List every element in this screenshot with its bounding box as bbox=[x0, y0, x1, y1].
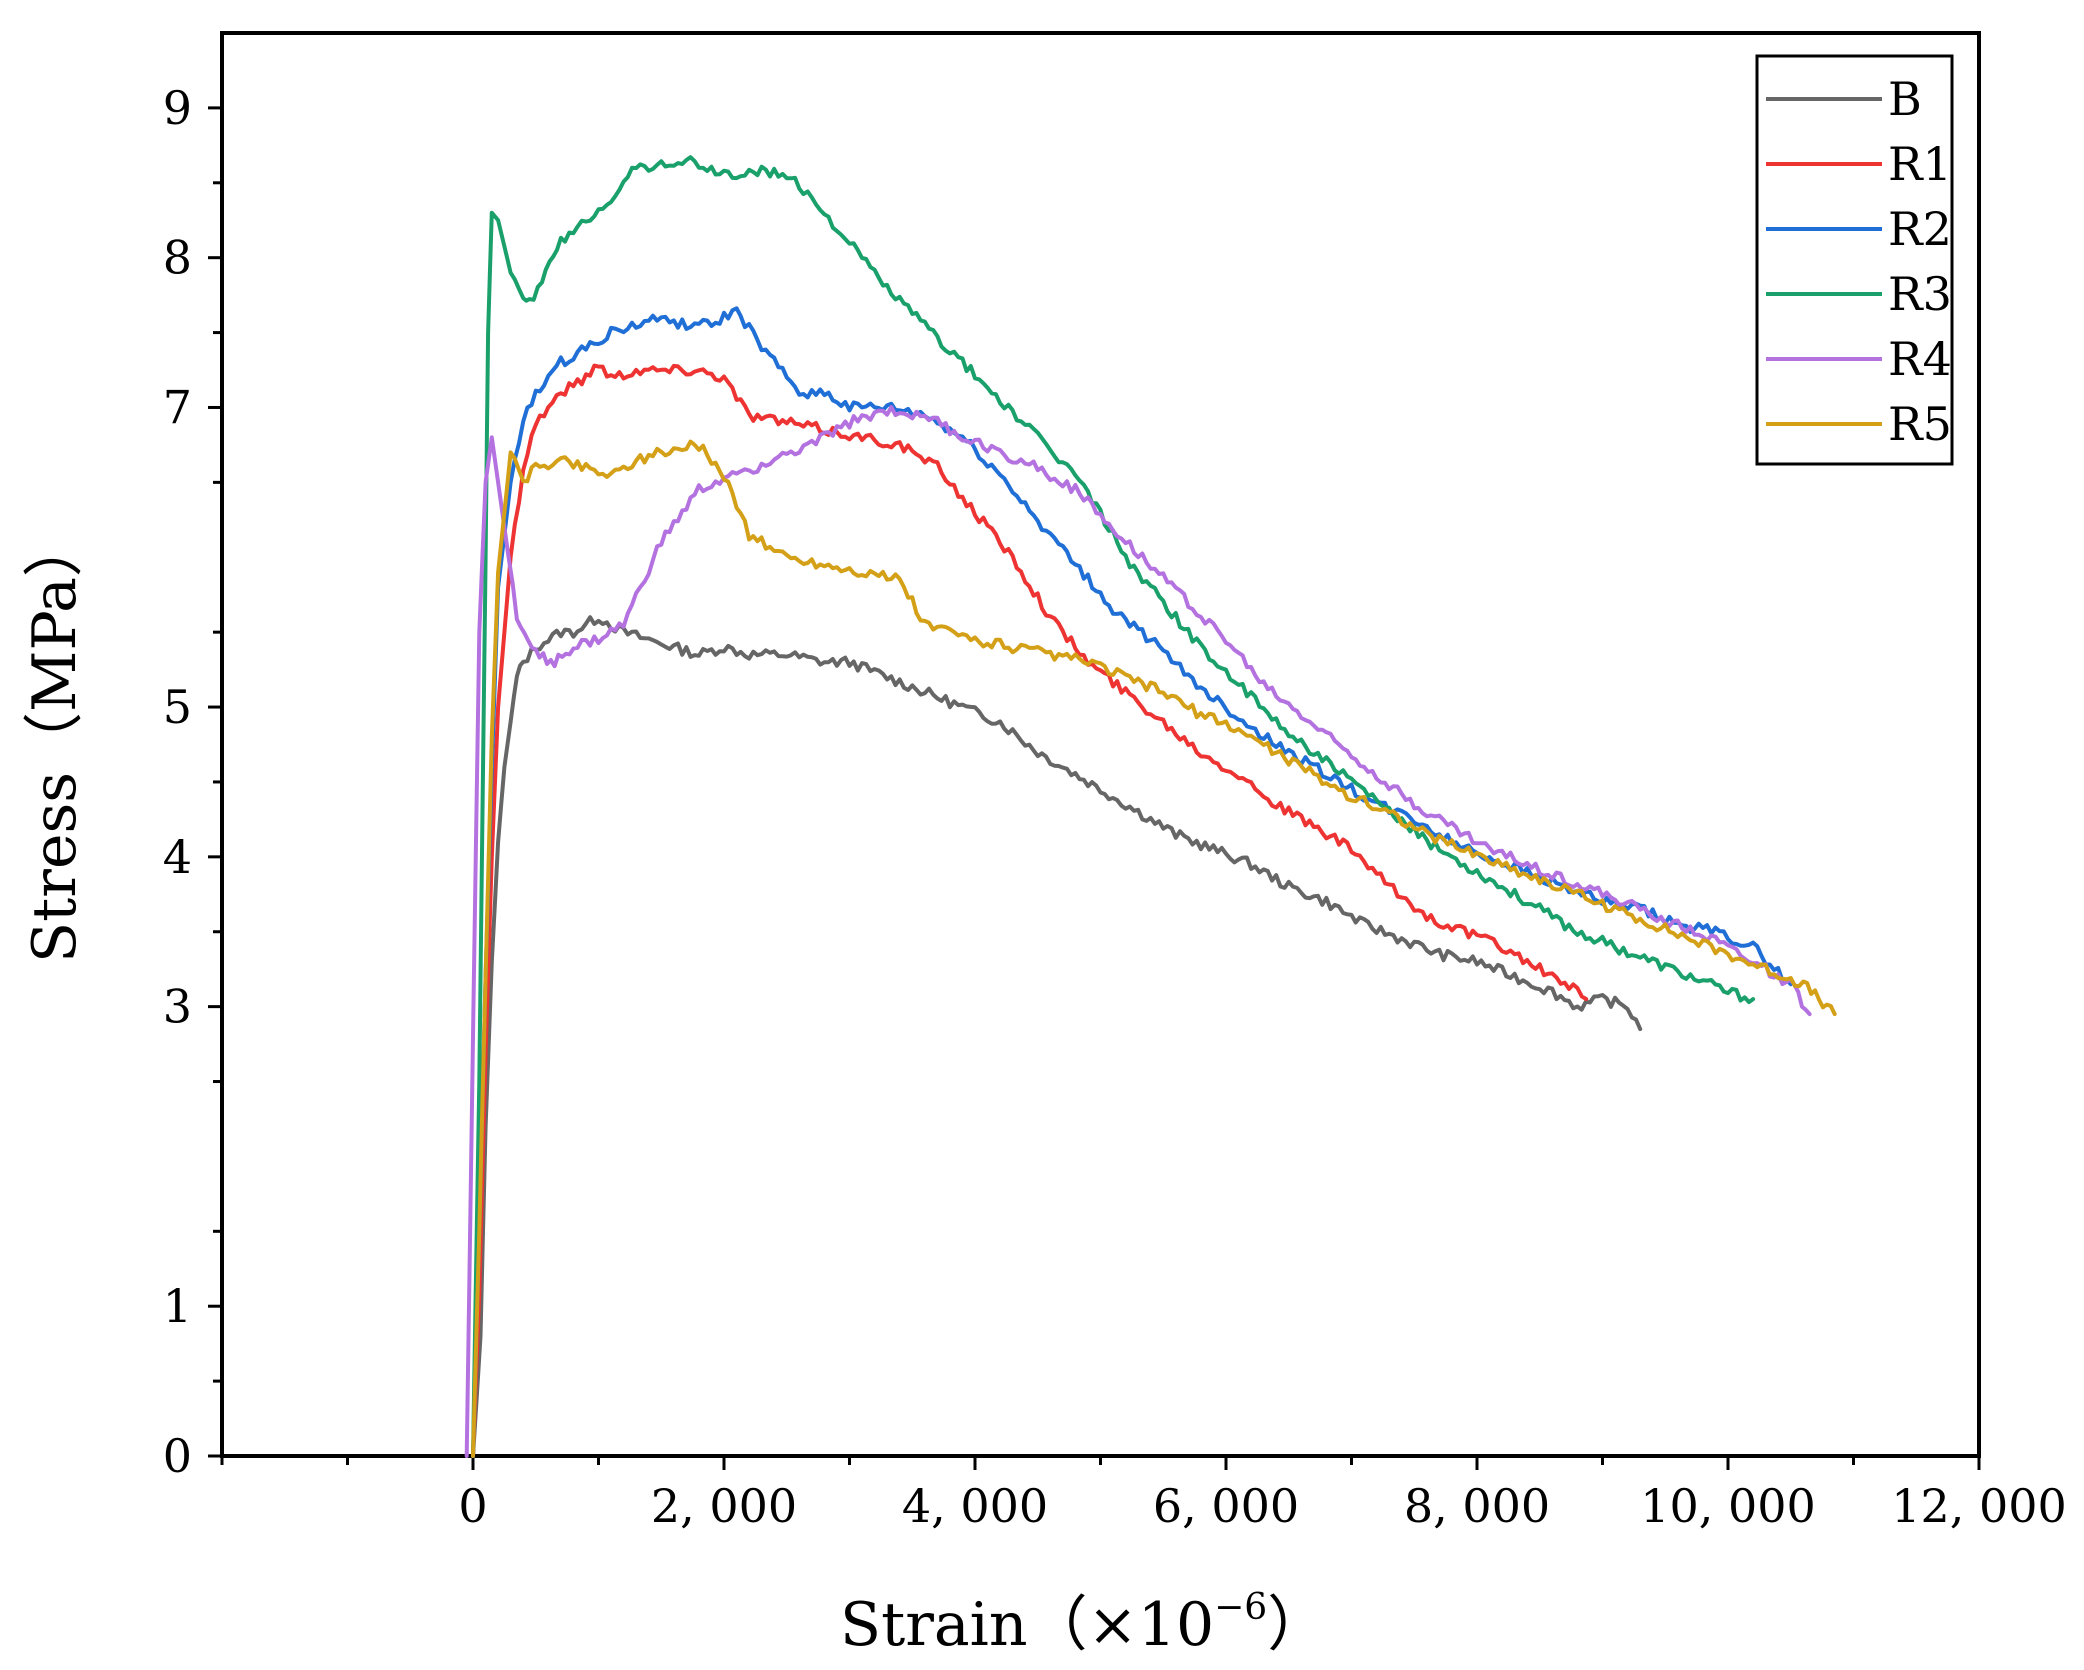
y-tick-label: 4 bbox=[163, 830, 192, 884]
x-axis-title-close: ） bbox=[1267, 1590, 1327, 1660]
legend-label-r1: R1 bbox=[1888, 137, 1952, 191]
legend-label-r3: R3 bbox=[1888, 267, 1952, 321]
legend: B R1 R2 R3 R4 R5 bbox=[1755, 54, 1954, 466]
y-axis-title: Stress（MPa） bbox=[20, 517, 90, 963]
series-layer bbox=[464, 155, 1837, 1458]
x-tick-label: 6, 000 bbox=[1153, 1479, 1299, 1533]
x-axis-title-exponent: −6 bbox=[1214, 1587, 1267, 1628]
series-line-r4 bbox=[464, 405, 1812, 1458]
series-line-r5 bbox=[471, 439, 1837, 1458]
series-line-r3 bbox=[471, 155, 1756, 1458]
y-axis-ticks: 0 1 3 4 5 7 8 9 bbox=[163, 81, 222, 1483]
y-tick-label: 1 bbox=[163, 1279, 192, 1333]
x-tick-label: 4, 000 bbox=[902, 1479, 1048, 1533]
x-axis-title: Strain（×10−6） bbox=[840, 1587, 1327, 1660]
x-tick-label: 10, 000 bbox=[1640, 1479, 1816, 1533]
y-tick-label: 5 bbox=[163, 680, 192, 734]
legend-label-b: B bbox=[1888, 72, 1922, 126]
x-tick-label: 8, 000 bbox=[1404, 1479, 1550, 1533]
y-tick-label: 9 bbox=[163, 81, 192, 135]
legend-label-r2: R2 bbox=[1888, 202, 1952, 256]
x-tick-label: 12, 000 bbox=[1891, 1479, 2067, 1533]
x-axis-title-unit: （×10 bbox=[1028, 1590, 1215, 1660]
y-tick-label: 3 bbox=[163, 980, 192, 1034]
x-axis-title-main: Strain bbox=[840, 1590, 1028, 1660]
y-tick-label: 7 bbox=[163, 380, 192, 434]
legend-label-r5: R5 bbox=[1888, 397, 1952, 451]
plot-frame bbox=[220, 31, 1981, 1458]
y-tick-label: 0 bbox=[163, 1429, 192, 1483]
x-tick-label: 0 bbox=[458, 1479, 487, 1533]
y-tick-label: 8 bbox=[163, 231, 192, 285]
series-line-b bbox=[471, 615, 1643, 1458]
legend-frame bbox=[1755, 54, 1954, 466]
x-axis-ticks: 0 2, 000 4, 000 6, 000 8, 000 10, 000 12, 000 bbox=[220, 1456, 2067, 1533]
series-line-r1 bbox=[471, 363, 1589, 1458]
legend-label-r4: R4 bbox=[1888, 332, 1952, 386]
series-line-r2 bbox=[471, 306, 1793, 1458]
x-tick-label: 2, 000 bbox=[651, 1479, 797, 1533]
